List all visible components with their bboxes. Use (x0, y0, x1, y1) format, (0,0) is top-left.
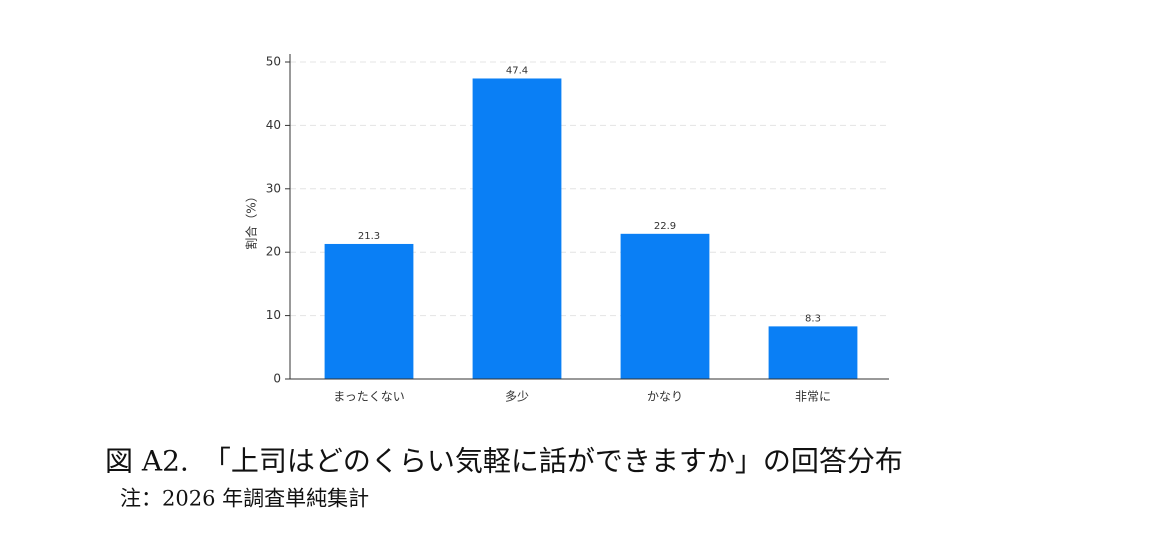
bar (620, 233, 710, 379)
bar (472, 78, 562, 379)
value-label: 8.3 (805, 313, 821, 324)
value-label: 22.9 (654, 221, 676, 232)
y-tick-label: 20 (266, 245, 281, 259)
bar (324, 243, 414, 379)
value-label: 47.4 (506, 65, 528, 76)
y-tick-label: 30 (266, 181, 281, 195)
x-tick-label: かなり (647, 390, 683, 404)
y-tick-label: 0 (273, 372, 281, 386)
value-label: 21.3 (358, 231, 380, 242)
x-tick-label: 非常に (795, 390, 831, 404)
figure-caption: 図 A2. 「上司はどのくらい気軽に話ができますか」の回答分布 (105, 445, 903, 478)
y-tick-label: 40 (266, 118, 281, 132)
bar (768, 326, 858, 379)
x-tick-label: 多少 (505, 390, 529, 404)
y-tick-label: 50 (266, 55, 281, 69)
y-axis-label: 割合（%） (244, 190, 259, 249)
x-tick-label: まったくない (333, 390, 405, 404)
y-tick-label: 10 (266, 308, 281, 322)
figure-note: 注：2026 年調査単純集計 (120, 487, 369, 511)
